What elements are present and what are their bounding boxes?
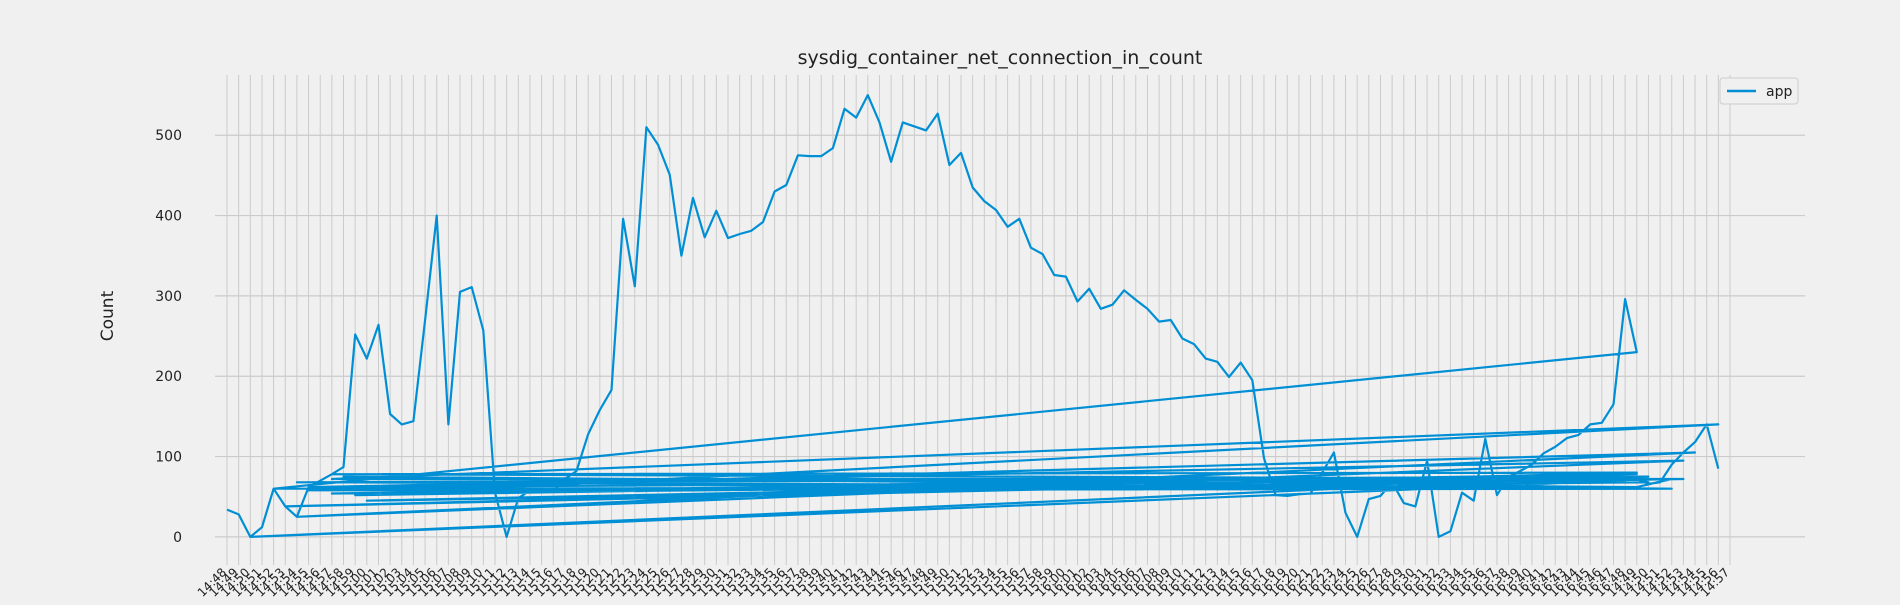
y-tick-label: 400: [155, 209, 182, 225]
y-tick-label: 300: [155, 289, 182, 305]
y-tick-label: 0: [173, 530, 182, 546]
y-axis-label: Count: [98, 290, 118, 341]
legend-label: app: [1766, 84, 1792, 100]
x-tick-labels: 14:4814:4914:5014:5114:5214:5314:5414:55…: [195, 565, 1732, 599]
series-layer: [226, 94, 1720, 538]
legend-box: [1719, 77, 1799, 105]
y-tick-labels: 0 100 200 300 400 500: [155, 128, 182, 546]
y-tick-label: 100: [155, 450, 182, 466]
series-line-app: [226, 94, 1720, 538]
y-tick-label: 200: [155, 369, 182, 385]
chart-title: sysdig_container_net_connection_in_count: [798, 47, 1203, 69]
legend: app: [1719, 77, 1799, 105]
y-tick-label: 500: [155, 128, 182, 144]
